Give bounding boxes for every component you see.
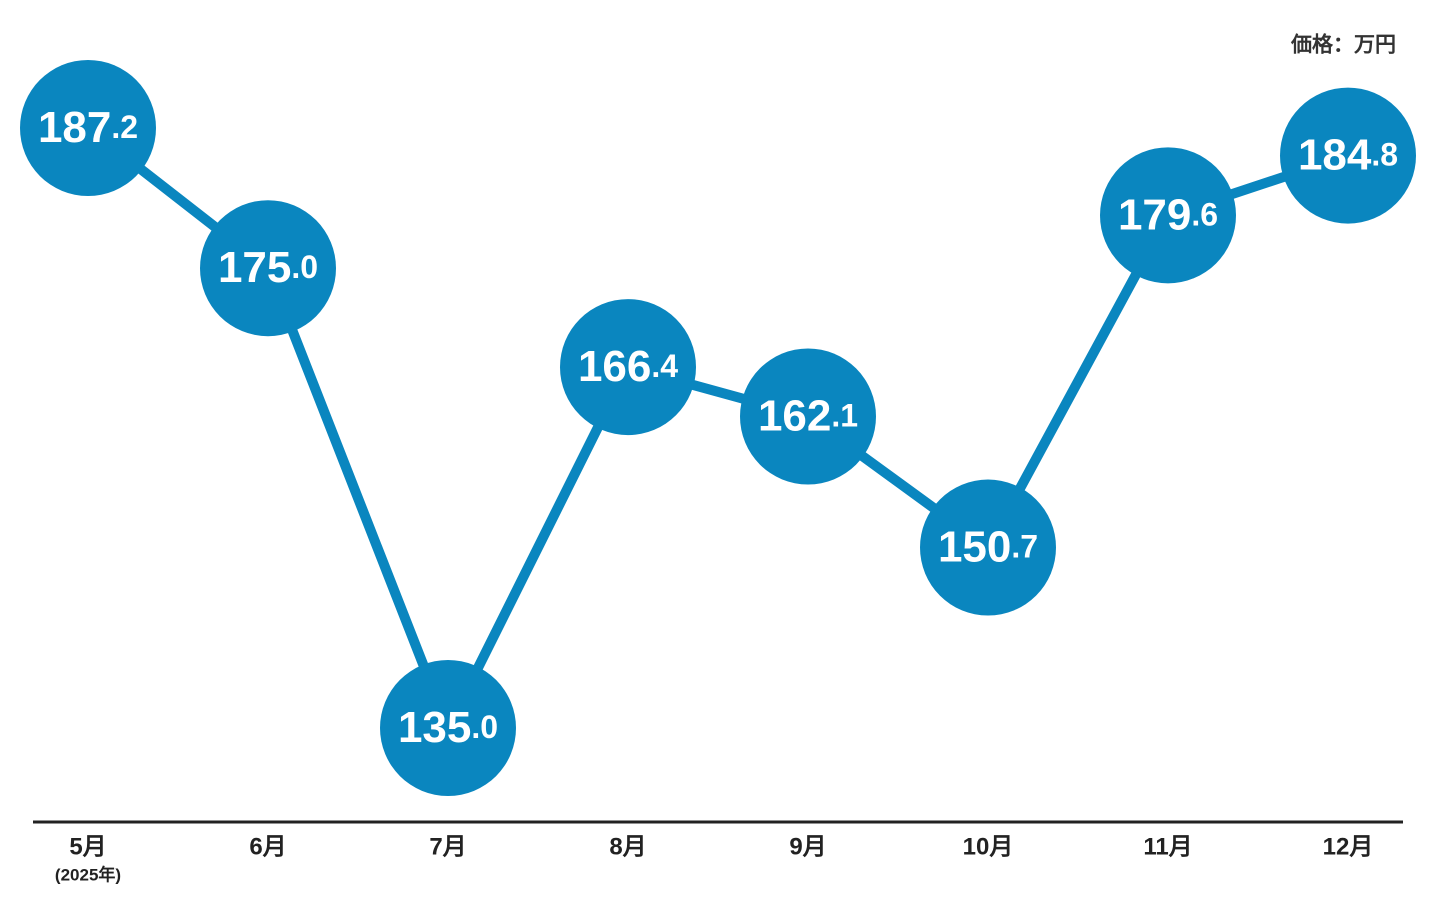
x-tick-label: 5月: [69, 833, 106, 860]
value-label: 135.0: [398, 703, 498, 752]
value-label: 179.6: [1118, 190, 1218, 239]
point: [1280, 87, 1416, 224]
value-label: 162.1: [758, 391, 858, 440]
point: [1100, 147, 1236, 284]
point: [200, 200, 336, 337]
x-tick-label: 9月: [789, 833, 826, 860]
point: [380, 660, 516, 796]
value-label: 184.8: [1298, 130, 1398, 179]
point: [920, 479, 1056, 616]
point: [560, 299, 696, 436]
unit-label: 価格：万円: [1290, 33, 1396, 57]
category-note: (2025年): [55, 864, 121, 884]
value-label: 187.2: [38, 103, 138, 152]
x-tick-label: 11月: [1143, 833, 1192, 860]
point: [20, 60, 156, 196]
x-tick-label: 8月: [609, 833, 646, 860]
value-label: 175.0: [218, 243, 318, 292]
x-tick-label: 12月: [1323, 833, 1374, 860]
value-label: 166.4: [578, 342, 678, 391]
x-tick-label: 6月: [249, 833, 286, 860]
point: [740, 348, 876, 485]
x-tick-label: 7月: [429, 833, 466, 860]
value-label: 150.7: [938, 522, 1038, 571]
x-tick-label: 10月: [963, 833, 1014, 860]
